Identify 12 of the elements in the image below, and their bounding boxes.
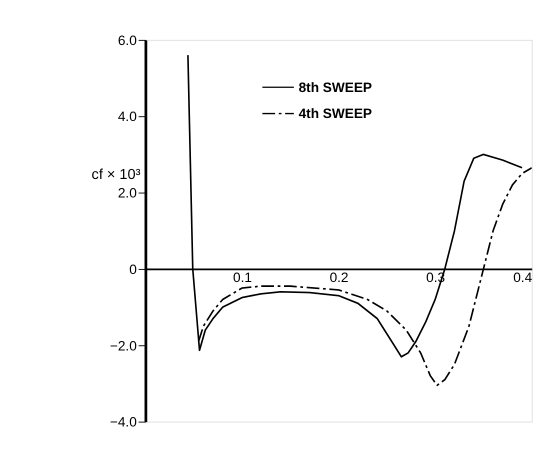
legend-label: 8th SWEEP <box>298 80 372 95</box>
y-axis-title: cf × 10³ <box>92 166 141 183</box>
x-tick-label: 0.1 <box>232 270 252 286</box>
legend-label: 4th SWEEP <box>298 106 372 122</box>
y-tick-label: −2.0 <box>110 338 138 354</box>
y-tick-label: 6.0 <box>118 32 138 48</box>
y-tick-label: −4.0 <box>110 414 138 430</box>
y-tick-label: 0 <box>129 262 138 277</box>
x-tick-label: 0.4 <box>513 270 533 286</box>
x-tick-label: 0.2 <box>330 270 349 286</box>
y-tick-label: 4.0 <box>118 109 138 124</box>
y-tick-label: 2.0 <box>118 186 138 201</box>
